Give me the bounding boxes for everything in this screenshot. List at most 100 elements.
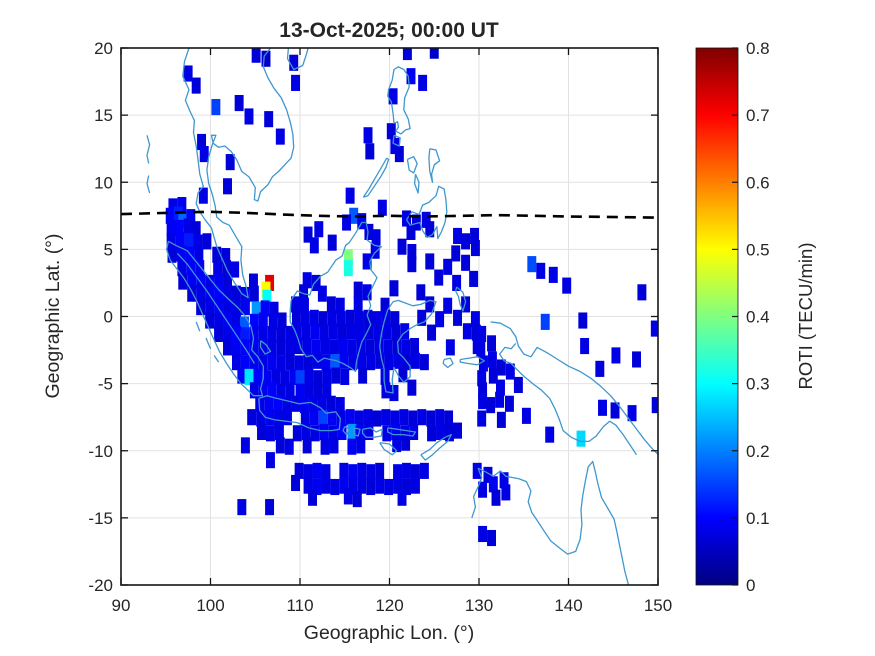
roti-tile	[336, 410, 346, 427]
roti-tile	[407, 379, 417, 396]
roti-tile	[496, 359, 506, 376]
roti-tile	[386, 123, 396, 140]
roti-tile	[195, 260, 205, 277]
roti-tile	[177, 260, 187, 277]
roti-tiles	[165, 48, 658, 547]
roti-tile	[365, 339, 375, 356]
roti-tile	[632, 351, 641, 368]
roti-tile	[540, 313, 550, 330]
roti-tile	[627, 405, 637, 422]
roti-tile	[213, 261, 223, 278]
roti-tile	[491, 489, 501, 506]
roti-tile	[328, 425, 338, 442]
roti-tile	[249, 354, 259, 371]
roti-tile	[230, 261, 240, 278]
roti-tile	[495, 391, 505, 408]
roti-tile	[373, 324, 383, 341]
roti-tile	[366, 478, 376, 496]
coastline-path	[459, 356, 486, 366]
coastline-path	[379, 442, 398, 456]
roti-tile	[166, 219, 176, 236]
roti-tile	[335, 397, 345, 414]
roti-tile	[317, 285, 327, 302]
roti-tile	[435, 311, 445, 328]
roti-tile	[478, 525, 488, 543]
roti-tile	[311, 274, 321, 291]
roti-tile	[274, 410, 283, 427]
roti-tile	[196, 284, 206, 301]
roti-tile	[472, 462, 482, 479]
roti-tile	[391, 324, 401, 341]
y-tick-label: 0	[104, 308, 113, 327]
roti-tile	[167, 246, 177, 263]
roti-tile	[314, 221, 324, 238]
roti-tile	[483, 466, 493, 483]
roti-tile	[400, 425, 410, 442]
roti-tile	[262, 289, 272, 306]
roti-tile	[477, 325, 487, 343]
roti-tile	[322, 368, 332, 385]
roti-tile	[444, 410, 454, 427]
roti-tile	[186, 209, 196, 226]
roti-tile	[248, 273, 258, 290]
roti-tile	[470, 311, 480, 328]
roti-tile	[374, 337, 384, 355]
roti-tile	[444, 425, 454, 442]
roti-tile	[231, 325, 241, 343]
roti-tile	[273, 395, 283, 412]
roti-tile	[366, 354, 376, 371]
roti-tile	[329, 339, 339, 356]
roti-tile	[461, 254, 471, 271]
coastline-path	[165, 240, 264, 397]
roti-tile	[328, 323, 338, 340]
roti-tile	[452, 274, 462, 291]
roti-tile	[282, 397, 292, 414]
coastline-path	[258, 395, 341, 432]
roti-tile	[267, 325, 277, 343]
x-tick-label: 100	[196, 596, 224, 615]
roti-tile	[380, 368, 390, 385]
roti-tile	[410, 337, 420, 355]
roti-tile	[260, 300, 270, 317]
roti-tile	[300, 397, 309, 414]
roti-tile	[289, 368, 299, 385]
roti-tile	[258, 312, 268, 329]
roti-tile	[276, 327, 286, 344]
roti-tile	[392, 435, 402, 453]
roti-tile	[176, 245, 186, 262]
coastline-path	[387, 427, 417, 437]
roti-tile	[276, 339, 286, 356]
roti-tile	[311, 339, 321, 356]
coastline-path	[353, 427, 361, 437]
roti-tile	[214, 285, 224, 302]
roti-tile	[407, 256, 417, 273]
roti-tile	[353, 296, 363, 313]
roti-tile	[291, 395, 300, 412]
roti-tile	[347, 438, 357, 455]
roti-tile	[338, 337, 348, 355]
roti-tile	[258, 355, 268, 372]
roti-tile	[488, 476, 498, 493]
roti-tile	[461, 296, 471, 313]
roti-tile	[435, 409, 445, 426]
roti-tile	[240, 339, 250, 356]
roti-tile	[321, 464, 331, 481]
roti-tile	[231, 340, 241, 357]
roti-tile	[357, 213, 367, 230]
roti-tile	[372, 410, 382, 427]
roti-tile	[393, 477, 403, 494]
roti-tile	[291, 74, 300, 91]
roti-tile	[402, 48, 412, 61]
roti-tile	[408, 410, 418, 427]
coastline-path	[195, 321, 201, 332]
roti-tile	[499, 472, 509, 489]
roti-tile	[178, 273, 188, 290]
roti-tile	[198, 187, 208, 204]
roti-tile	[265, 499, 275, 516]
roti-tile	[562, 277, 572, 294]
x-tick-labels: 90 100 110 120 130 140 150	[112, 596, 673, 615]
roti-tile	[249, 382, 259, 399]
roti-tile	[339, 462, 349, 479]
roti-tile	[377, 199, 387, 216]
roti-tile	[343, 488, 353, 505]
